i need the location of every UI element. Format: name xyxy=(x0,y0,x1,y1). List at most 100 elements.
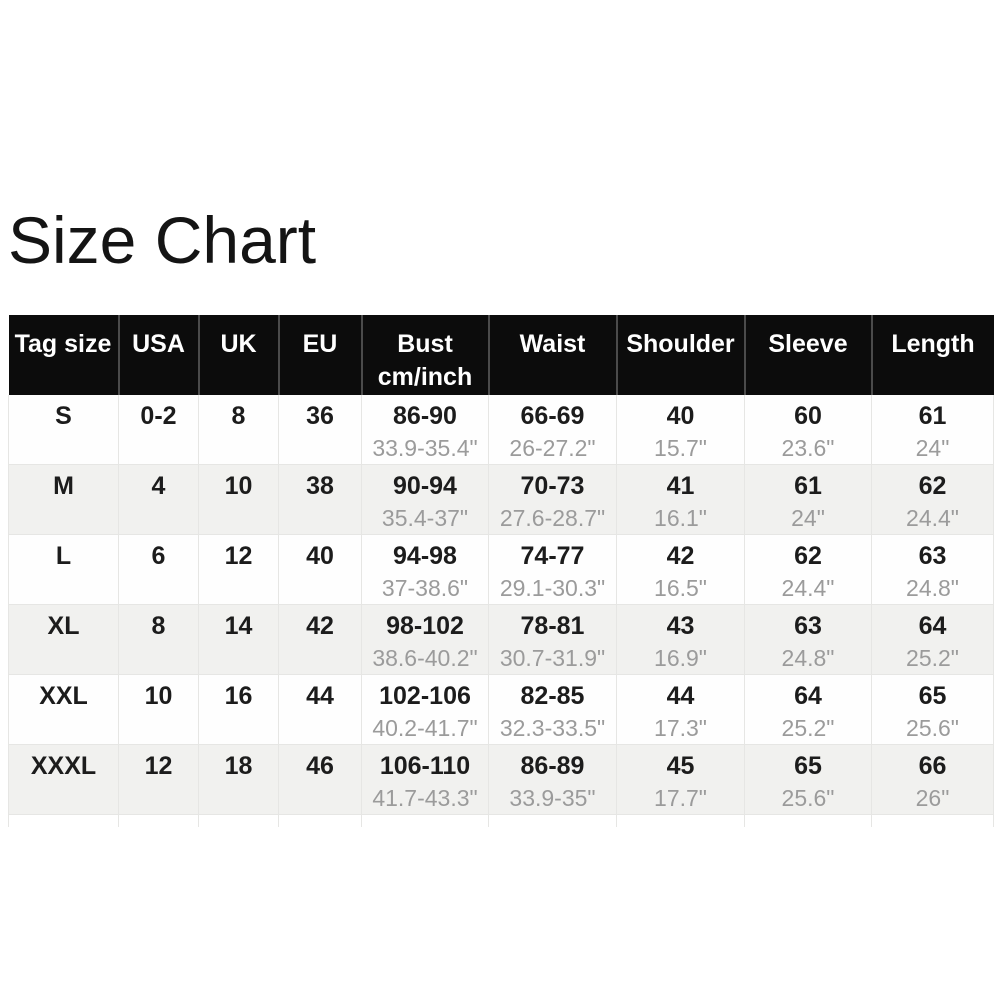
bust-cm: 90-94 xyxy=(393,472,457,500)
sleeve-cm: 65 xyxy=(794,752,822,780)
sleeve-inch: 25.2" xyxy=(781,715,835,741)
sleeve-inch: 24.4" xyxy=(781,575,835,601)
cell-tag-size: XXL xyxy=(8,674,119,745)
column-header-bust: Bust cm/inch xyxy=(361,315,490,395)
cell-tag-size: XXXL xyxy=(8,744,119,815)
usa-value: 0-2 xyxy=(140,402,177,430)
cell-sleeve: 60 23.6" xyxy=(744,395,872,465)
cell-shoulder: 40 15.7" xyxy=(616,395,745,465)
cell-waist: 78-81 30.7-31.9" xyxy=(488,604,617,675)
cell-shoulder: 45 17.7" xyxy=(616,744,745,815)
tag-size-value: L xyxy=(55,542,72,570)
cell-usa: 4 xyxy=(118,464,199,535)
cell-length: 61 24" xyxy=(871,395,994,465)
cell-usa: 8 xyxy=(118,604,199,675)
cell-empty xyxy=(118,814,199,827)
table-body: S 0-2 8 36 86-90 33.9-35.4" 66-69 26-27.2"… xyxy=(8,395,994,827)
cell-uk: 8 xyxy=(198,395,279,465)
waist-inch: 32.3-33.5" xyxy=(499,715,606,741)
cell-eu: 44 xyxy=(278,674,362,745)
length-inch: 24.4" xyxy=(906,505,959,531)
length-inch: 24.8" xyxy=(906,575,959,601)
length-inch: 24" xyxy=(915,435,950,461)
uk-value: 10 xyxy=(224,472,253,500)
waist-cm: 82-85 xyxy=(520,682,585,710)
cell-uk: 14 xyxy=(198,604,279,675)
tag-size-value: XXL xyxy=(39,682,88,710)
header-label: Waist xyxy=(519,330,586,358)
cell-sleeve: 63 24.8" xyxy=(744,604,872,675)
waist-cm: 74-77 xyxy=(520,542,585,570)
cell-waist: 82-85 32.3-33.5" xyxy=(488,674,617,745)
column-header-shoulder: Shoulder xyxy=(616,315,746,395)
tag-size-value: S xyxy=(55,402,72,430)
bust-inch: 41.7-43.3" xyxy=(372,785,478,811)
column-header-uk: UK xyxy=(198,315,280,395)
cell-eu: 46 xyxy=(278,744,362,815)
length-cm: 66 xyxy=(918,752,947,780)
cell-empty xyxy=(744,814,872,827)
cell-empty xyxy=(488,814,617,827)
cell-waist: 74-77 29.1-30.3" xyxy=(488,534,617,605)
table-row-filler xyxy=(8,814,994,827)
length-inch: 25.6" xyxy=(906,715,959,741)
column-header-tag-size: Tag size xyxy=(8,315,120,395)
size-chart-table: Tag size USA UK EU Bust cm/inch Waist Sh… xyxy=(8,315,994,827)
cell-uk: 12 xyxy=(198,534,279,605)
bust-inch: 37-38.6" xyxy=(381,575,469,601)
uk-value: 16 xyxy=(224,682,253,710)
usa-value: 6 xyxy=(151,542,166,570)
cell-shoulder: 41 16.1" xyxy=(616,464,745,535)
eu-value: 46 xyxy=(306,752,334,780)
waist-cm: 70-73 xyxy=(520,472,585,500)
bust-cm: 94-98 xyxy=(393,542,457,570)
bust-cm: 106-110 xyxy=(379,752,471,780)
table-row-m: M 4 10 38 90-94 35.4-37" 70-73 27.6-28.7" … xyxy=(8,464,994,535)
header-label: Bust xyxy=(397,330,453,358)
shoulder-inch: 16.9" xyxy=(654,645,707,671)
cell-length: 63 24.8" xyxy=(871,534,994,605)
cell-usa: 10 xyxy=(118,674,199,745)
length-inch: 25.2" xyxy=(906,645,959,671)
header-label: Sleeve xyxy=(768,330,848,358)
bust-inch: 33.9-35.4" xyxy=(372,435,478,461)
column-header-eu: EU xyxy=(278,315,363,395)
waist-cm: 78-81 xyxy=(520,612,585,640)
cell-eu: 40 xyxy=(278,534,362,605)
cell-waist: 66-69 26-27.2" xyxy=(488,395,617,465)
bust-cm: 98-102 xyxy=(386,612,464,640)
length-cm: 64 xyxy=(918,612,947,640)
cell-waist: 70-73 27.6-28.7" xyxy=(488,464,617,535)
cell-empty xyxy=(8,814,119,827)
cell-usa: 6 xyxy=(118,534,199,605)
cell-bust: 90-94 35.4-37" xyxy=(361,464,489,535)
eu-value: 44 xyxy=(306,682,334,710)
waist-inch: 26-27.2" xyxy=(509,435,596,461)
waist-inch: 27.6-28.7" xyxy=(499,505,606,531)
sleeve-inch: 24" xyxy=(791,505,825,531)
length-cm: 63 xyxy=(918,542,947,570)
shoulder-inch: 17.3" xyxy=(654,715,707,741)
cell-empty xyxy=(616,814,745,827)
length-cm: 65 xyxy=(918,682,947,710)
cell-shoulder: 43 16.9" xyxy=(616,604,745,675)
header-label: EU xyxy=(302,330,338,358)
cell-bust: 98-102 38.6-40.2" xyxy=(361,604,489,675)
table-row-xxxl: XXXL 12 18 46 106-110 41.7-43.3" 86-89 33.… xyxy=(8,744,994,815)
cell-eu: 36 xyxy=(278,395,362,465)
waist-inch: 30.7-31.9" xyxy=(499,645,606,671)
cell-shoulder: 42 16.5" xyxy=(616,534,745,605)
column-header-length: Length xyxy=(871,315,994,395)
cell-tag-size: XL xyxy=(8,604,119,675)
header-label: UK xyxy=(220,330,257,358)
bust-cm: 102-106 xyxy=(379,682,471,710)
sleeve-cm: 63 xyxy=(794,612,822,640)
cell-empty xyxy=(198,814,279,827)
eu-value: 38 xyxy=(306,472,334,500)
cell-tag-size: M xyxy=(8,464,119,535)
waist-inch: 29.1-30.3" xyxy=(499,575,606,601)
cell-usa: 0-2 xyxy=(118,395,199,465)
cell-sleeve: 65 25.6" xyxy=(744,744,872,815)
shoulder-cm: 45 xyxy=(666,752,695,780)
bust-inch: 38.6-40.2" xyxy=(372,645,478,671)
